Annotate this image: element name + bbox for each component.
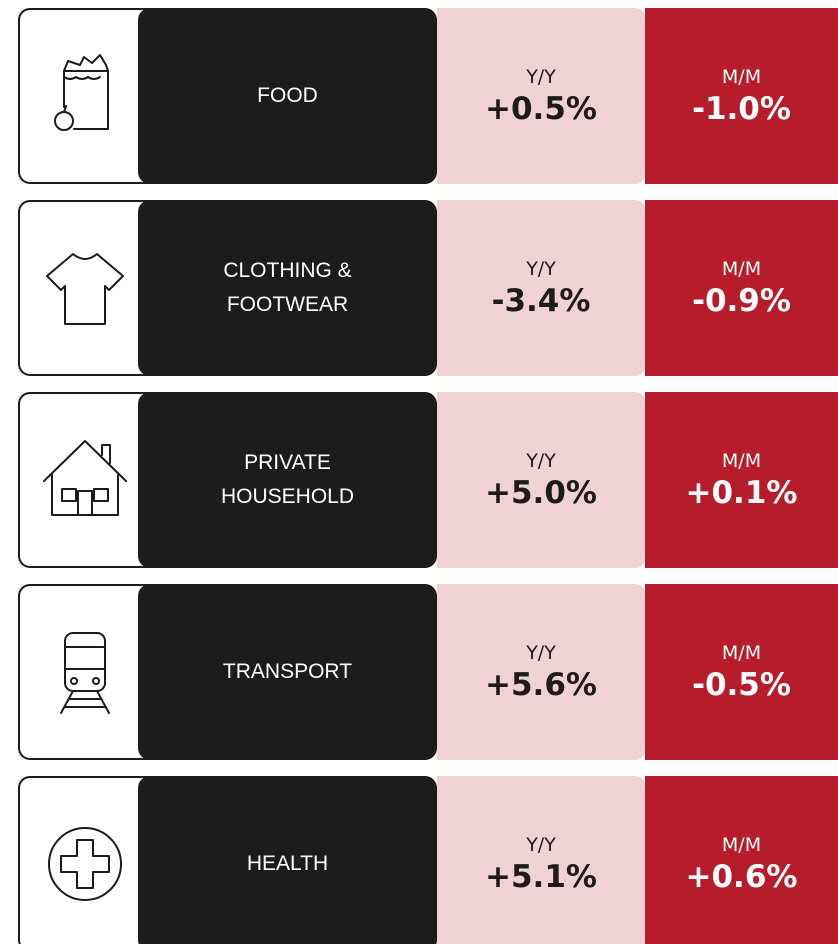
mm-cell: M/M +0.1% [645,392,838,568]
yy-cell: Y/Y +5.6% [437,584,645,760]
icon-graphic [54,54,109,131]
mm-value: -0.9% [692,283,791,319]
mm-value: -0.5% [692,667,791,703]
mm-value: +0.1% [685,475,798,511]
mm-value: +0.6% [685,859,798,895]
label-line: PRIVATE [244,451,331,474]
category-icon [18,392,150,568]
category-label: CLOTHING & FOOTWEAR [138,200,437,376]
yy-heading: Y/Y [526,642,556,664]
yy-cell: Y/Y +5.0% [437,392,645,568]
category-row: FOOD Y/Y +0.5% M/M -1.0% [18,8,838,184]
category-label: FOOD [138,8,437,184]
category-label: HEALTH [138,776,437,944]
mm-cell: M/M -0.5% [645,584,838,760]
yy-cell: Y/Y +5.1% [437,776,645,944]
label-line: CLOTHING & [223,259,352,282]
label-line: FOOD [257,84,318,107]
yy-heading: Y/Y [526,258,556,280]
category-label: TRANSPORT [138,584,437,760]
yy-value: +5.6% [485,667,597,703]
icon-graphic [48,827,122,901]
mm-cell: M/M -1.0% [645,8,838,184]
icon-graphic [60,632,110,714]
yy-value: +5.1% [485,859,597,895]
mm-heading: M/M [721,834,762,856]
category-label: PRIVATE HOUSEHOLD [138,392,437,568]
mm-cell: M/M -0.9% [645,200,838,376]
yy-value: +0.5% [485,91,597,127]
yy-heading: Y/Y [526,66,556,88]
yy-heading: Y/Y [526,450,556,472]
yy-value: -3.4% [491,283,591,319]
category-row: HEALTH Y/Y +5.1% M/M +0.6% [18,776,838,944]
category-row: PRIVATE HOUSEHOLD Y/Y +5.0% M/M +0.1% [18,392,838,568]
yy-value: +5.0% [485,475,597,511]
mm-heading: M/M [721,258,762,280]
label-line: HEALTH [246,852,329,875]
icon-graphic [46,253,124,325]
category-row: TRANSPORT Y/Y +5.6% M/M -0.5% [18,584,838,760]
mm-value: -1.0% [692,91,791,127]
category-row: CLOTHING & FOOTWEAR Y/Y -3.4% M/M -0.9% [18,200,838,376]
yy-cell: Y/Y +0.5% [437,8,645,184]
category-icon [18,8,150,184]
label-line: HOUSEHOLD [220,485,355,508]
label-line: FOOTWEAR [226,293,349,316]
icon-graphic [43,440,127,516]
label-line: TRANSPORT [222,660,353,683]
yy-cell: Y/Y -3.4% [437,200,645,376]
mm-heading: M/M [721,450,762,472]
mm-heading: M/M [721,642,762,664]
category-icon [18,584,150,760]
yy-heading: Y/Y [526,834,556,856]
category-icon [18,200,150,376]
mm-cell: M/M +0.6% [645,776,838,944]
category-icon [18,776,150,944]
mm-heading: M/M [721,66,762,88]
